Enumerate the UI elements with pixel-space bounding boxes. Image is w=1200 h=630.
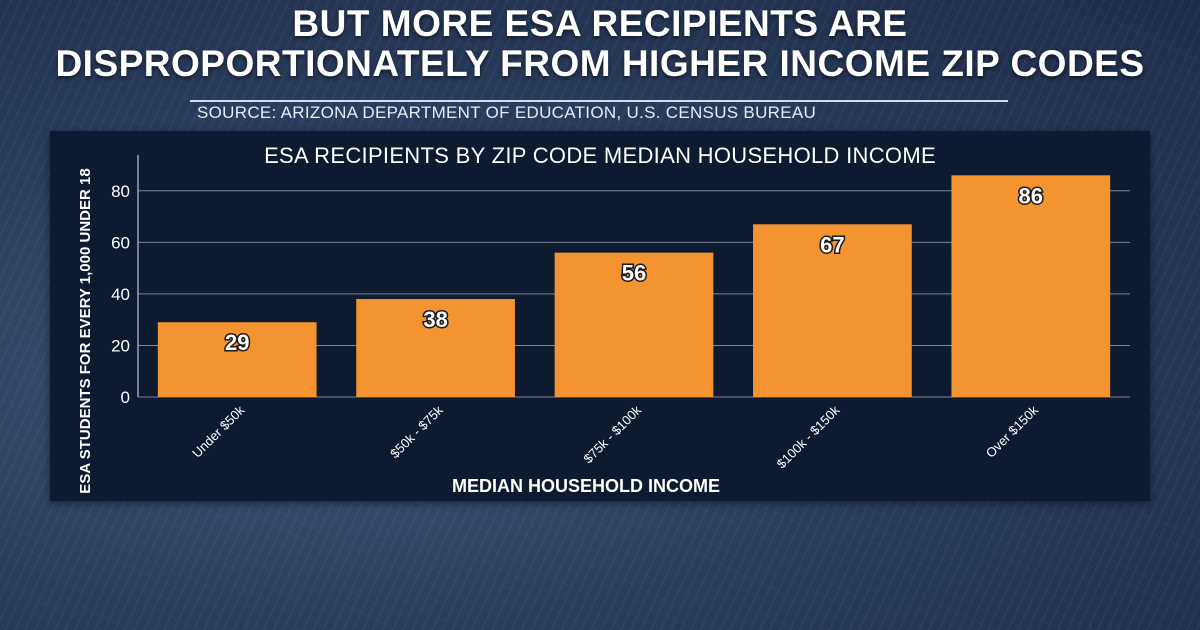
chart-panel: ESA RECIPIENTS BY ZIP CODE MEDIAN HOUSEH…	[50, 131, 1150, 501]
x-tick-label: $100k - $150k	[774, 402, 843, 471]
bar	[554, 252, 714, 397]
y-tick-label: 0	[121, 388, 130, 407]
source-credit: SOURCE: ARIZONA DEPARTMENT OF EDUCATION,…	[197, 103, 817, 122]
bar	[157, 322, 317, 397]
chart-title: ESA RECIPIENTS BY ZIP CODE MEDIAN HOUSEH…	[264, 143, 936, 168]
bar-value-label: 38	[423, 307, 447, 332]
bar-chart: 0 20 40 60 80 29 Under $50k 38 $50k - $75k 56 $75k…	[77, 155, 1130, 496]
y-tick-label: 80	[111, 182, 130, 201]
y-axis-label: ESA STUDENTS FOR EVERY 1,000 UNDER 18	[77, 168, 94, 493]
headline: BUT MORE ESA RECIPIENTS ARE DISPROPORTIO…	[0, 4, 1200, 84]
x-tick-label: $75k - $100k	[580, 402, 644, 466]
headline-line-1: BUT MORE ESA RECIPIENTS ARE	[292, 3, 908, 44]
y-tick-label: 60	[111, 233, 130, 252]
y-tick-label: 20	[111, 336, 130, 355]
x-tick-label: $50k - $75k	[387, 402, 446, 461]
x-tick-label: Under $50k	[189, 402, 247, 460]
headline-line-2: DISPROPORTIONATELY FROM HIGHER INCOME ZI…	[55, 43, 1145, 84]
bar	[356, 299, 515, 397]
divider-rule	[190, 100, 1008, 102]
bar-value-label: 56	[622, 261, 646, 286]
x-axis-label: MEDIAN HOUSEHOLD INCOME	[452, 476, 720, 496]
bar	[951, 175, 1111, 397]
bar	[753, 224, 912, 397]
bar-value-label: 67	[820, 232, 844, 257]
bar-value-label: 86	[1019, 183, 1043, 208]
x-tick-label: Over $150k	[983, 402, 1041, 460]
bar-value-label: 29	[225, 330, 249, 355]
y-tick-label: 40	[111, 285, 130, 304]
